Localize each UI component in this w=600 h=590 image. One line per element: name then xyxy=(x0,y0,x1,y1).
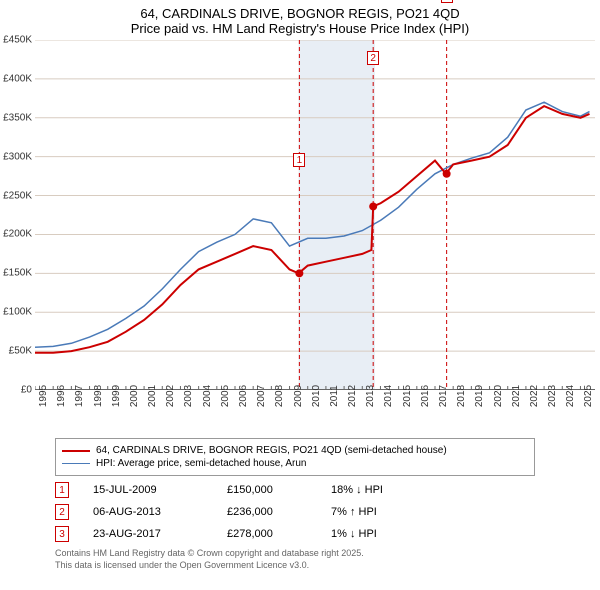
sales-date: 06-AUG-2013 xyxy=(93,506,203,518)
x-tick-label: 2009 xyxy=(293,385,304,407)
x-tick-label: 1995 xyxy=(38,385,49,407)
sales-row: 1 15-JUL-2009 £150,000 18% ↓ HPI xyxy=(55,482,580,498)
sales-row: 2 06-AUG-2013 £236,000 7% ↑ HPI xyxy=(55,504,580,520)
y-axis-labels: £0£50K£100K£150K£200K£250K£300K£350K£400… xyxy=(0,40,34,390)
chart-area: £0£50K£100K£150K£200K£250K£300K£350K£400… xyxy=(35,40,595,390)
sales-delta: 1% ↓ HPI xyxy=(331,528,421,540)
x-tick-label: 2011 xyxy=(329,385,340,407)
x-tick-label: 2003 xyxy=(183,385,194,407)
x-tick-label: 2000 xyxy=(129,385,140,407)
footer-copyright: Contains HM Land Registry data © Crown c… xyxy=(55,548,580,560)
sales-marker-num: 1 xyxy=(55,482,69,498)
sales-price: £150,000 xyxy=(227,484,307,496)
x-tick-label: 2005 xyxy=(220,385,231,407)
chart-container: 64, CARDINALS DRIVE, BOGNOR REGIS, PO21 … xyxy=(0,0,600,590)
x-tick-label: 2006 xyxy=(238,385,249,407)
title-block: 64, CARDINALS DRIVE, BOGNOR REGIS, PO21 … xyxy=(0,0,600,40)
legend: 64, CARDINALS DRIVE, BOGNOR REGIS, PO21 … xyxy=(55,438,535,476)
footer-licence: This data is licensed under the Open Gov… xyxy=(55,560,580,572)
x-tick-label: 2020 xyxy=(493,385,504,407)
title-address: 64, CARDINALS DRIVE, BOGNOR REGIS, PO21 … xyxy=(0,6,600,21)
sales-marker-num: 2 xyxy=(55,504,69,520)
x-tick-label: 2010 xyxy=(311,385,322,407)
x-tick-label: 2015 xyxy=(402,385,413,407)
x-tick-label: 1999 xyxy=(111,385,122,407)
sales-date: 23-AUG-2017 xyxy=(93,528,203,540)
x-tick-label: 2013 xyxy=(365,385,376,407)
marker-label-1: 1 xyxy=(293,153,305,167)
sales-row: 3 23-AUG-2017 £278,000 1% ↓ HPI xyxy=(55,526,580,542)
sales-table: 1 15-JUL-2009 £150,000 18% ↓ HPI 2 06-AUG-201… xyxy=(55,482,580,542)
legend-item: 64, CARDINALS DRIVE, BOGNOR REGIS, PO21 … xyxy=(62,445,528,456)
legend-label: 64, CARDINALS DRIVE, BOGNOR REGIS, PO21 … xyxy=(96,445,447,456)
y-tick-label: £450K xyxy=(3,35,32,46)
x-tick-label: 2012 xyxy=(347,385,358,407)
y-tick-label: £100K xyxy=(3,307,32,318)
footer: Contains HM Land Registry data © Crown c… xyxy=(55,548,580,571)
x-tick-label: 1997 xyxy=(74,385,85,407)
sales-marker-num: 3 xyxy=(55,526,69,542)
sales-delta: 18% ↓ HPI xyxy=(331,484,421,496)
x-tick-label: 2025 xyxy=(583,385,594,407)
sales-price: £236,000 xyxy=(227,506,307,518)
y-tick-label: £50K xyxy=(9,346,32,357)
x-tick-label: 2002 xyxy=(165,385,176,407)
x-tick-label: 2008 xyxy=(274,385,285,407)
x-tick-label: 2001 xyxy=(147,385,158,407)
sales-date: 15-JUL-2009 xyxy=(93,484,203,496)
legend-label: HPI: Average price, semi-detached house,… xyxy=(96,458,307,469)
x-tick-label: 2019 xyxy=(474,385,485,407)
marker-label-3: 3 xyxy=(441,0,453,3)
marker-label-2: 2 xyxy=(367,51,379,65)
x-tick-label: 2022 xyxy=(529,385,540,407)
x-tick-label: 2007 xyxy=(256,385,267,407)
line-chart-svg xyxy=(35,40,595,390)
title-subtitle: Price paid vs. HM Land Registry's House … xyxy=(0,21,600,36)
sales-delta: 7% ↑ HPI xyxy=(331,506,421,518)
x-tick-label: 2014 xyxy=(383,385,394,407)
sales-price: £278,000 xyxy=(227,528,307,540)
x-tick-label: 2024 xyxy=(565,385,576,407)
legend-swatch xyxy=(62,463,90,465)
x-tick-label: 1998 xyxy=(93,385,104,407)
y-tick-label: £350K xyxy=(3,112,32,123)
y-tick-label: £200K xyxy=(3,229,32,240)
x-tick-label: 2021 xyxy=(511,385,522,407)
y-tick-label: £250K xyxy=(3,190,32,201)
y-tick-label: £0 xyxy=(21,385,32,396)
legend-item: HPI: Average price, semi-detached house,… xyxy=(62,458,528,469)
x-tick-label: 2017 xyxy=(438,385,449,407)
y-tick-label: £150K xyxy=(3,268,32,279)
x-tick-label: 1996 xyxy=(56,385,67,407)
y-tick-label: £400K xyxy=(3,73,32,84)
x-tick-label: 2018 xyxy=(456,385,467,407)
x-axis-labels: 1995199619971998199920002001200220032004… xyxy=(35,392,595,432)
x-tick-label: 2023 xyxy=(547,385,558,407)
x-tick-label: 2016 xyxy=(420,385,431,407)
y-tick-label: £300K xyxy=(3,151,32,162)
legend-swatch xyxy=(62,450,90,452)
x-tick-label: 2004 xyxy=(202,385,213,407)
